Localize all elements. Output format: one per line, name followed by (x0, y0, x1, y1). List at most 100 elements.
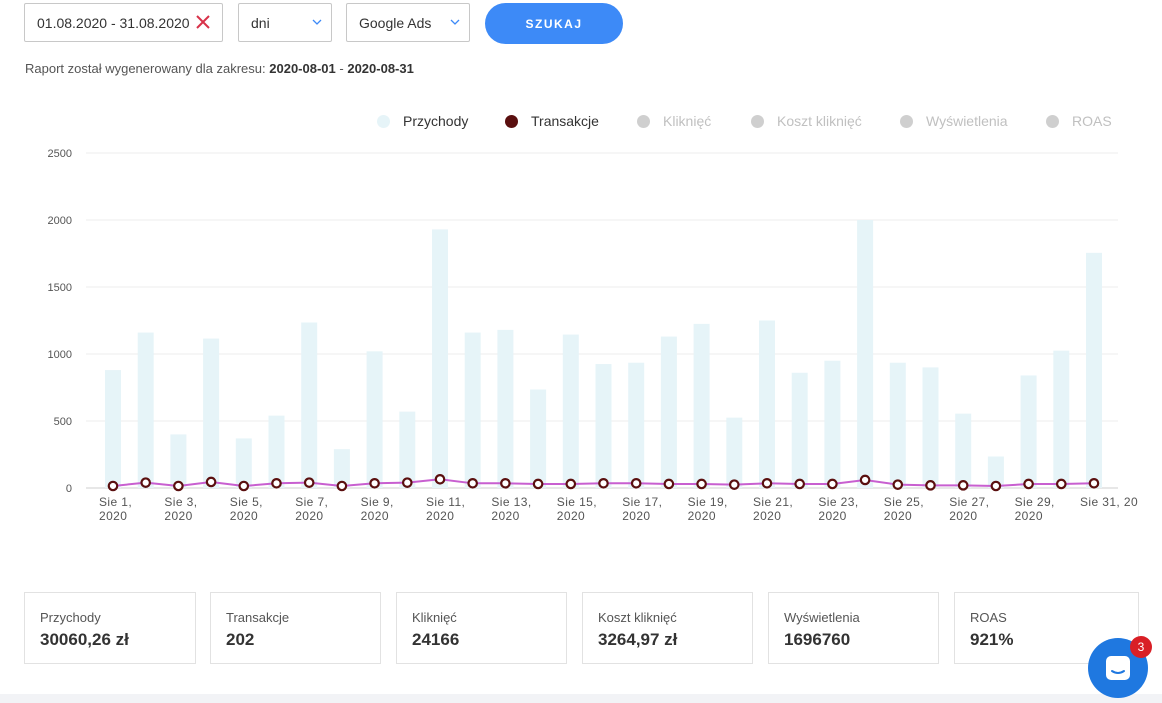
stat-value: 24166 (412, 630, 460, 649)
stat-value: 1696760 (784, 630, 851, 649)
stat-value: 30060,26 zł (40, 630, 129, 649)
stat-card-klikniec: Kliknięć 24166 (396, 592, 567, 664)
clear-icon[interactable] (194, 13, 212, 31)
bar-przychody (366, 351, 383, 488)
x-tick-label: 2020 (164, 509, 192, 523)
bar-przychody (268, 415, 285, 488)
bar-przychody (1053, 350, 1070, 488)
y-tick-label: 2500 (48, 148, 72, 160)
bar-przychody (791, 372, 808, 488)
chevron-down-icon (312, 19, 322, 25)
report-range-prefix: Raport został wygenerowany dla zakresu: (25, 61, 266, 76)
point-transakcje (467, 478, 478, 489)
bar-przychody (726, 417, 743, 488)
point-transakcje (401, 477, 413, 488)
point-transakcje (990, 480, 1002, 492)
x-tick-label: 2020 (753, 509, 781, 523)
x-tick-label: Sie 29, (1015, 495, 1055, 509)
bar-przychody (759, 320, 775, 488)
report-range-from: 2020-08-01 (269, 61, 336, 76)
point-transakcje (238, 480, 250, 492)
x-tick-label: Sie 13, (491, 495, 531, 509)
point-transakcje (794, 478, 805, 490)
point-transakcje (173, 480, 184, 492)
point-transakcje (500, 478, 511, 489)
stat-value: 202 (226, 630, 255, 649)
point-transakcje (140, 477, 151, 488)
source-value: Google Ads (359, 15, 432, 31)
legend-label: Wyświetlenia (926, 113, 1008, 129)
bar-przychody (432, 229, 448, 488)
point-transakcje (271, 478, 282, 489)
y-tick-label: 0 (66, 483, 72, 495)
legend-item-klikniec[interactable]: Kliknięć (637, 113, 711, 129)
point-transakcje (434, 473, 446, 485)
footer-band (0, 694, 1162, 703)
x-tick-label: Sie 25, (884, 495, 924, 509)
legend-dot (505, 114, 518, 128)
x-tick-label: 2020 (622, 509, 650, 523)
bar-przychody (203, 338, 220, 488)
x-tick-label: Sie 9, (361, 495, 394, 509)
bar-przychody (464, 332, 481, 488)
bar-przychody (1086, 252, 1102, 488)
point-transakcje (336, 480, 348, 492)
bar-przychody (889, 362, 906, 488)
point-transakcje (663, 478, 675, 490)
bar-przychody (628, 362, 645, 488)
legend-item-koszt-klikniec[interactable]: Koszt kliknięć (751, 113, 862, 129)
stat-label: ROAS (970, 610, 1007, 625)
bar-przychody (922, 367, 939, 488)
legend-label: ROAS (1072, 113, 1112, 129)
legend-item-roas[interactable]: ROAS (1046, 113, 1112, 129)
stat-card-przychody: Przychody 30060,26 zł (24, 592, 196, 664)
y-tick-label: 1000 (48, 349, 72, 361)
bar-przychody (824, 360, 841, 488)
x-tick-label: 2020 (688, 509, 716, 523)
x-tick-label: Sie 1, (99, 495, 132, 509)
bar-przychody (1020, 375, 1037, 488)
stat-value: 3264,97 zł (598, 630, 678, 649)
point-transakcje (630, 478, 642, 489)
point-transakcje (369, 478, 380, 489)
chat-icon (1106, 656, 1130, 680)
x-tick-label: Sie 7, (295, 495, 328, 509)
point-transakcje (532, 478, 544, 490)
chevron-down-icon (450, 19, 460, 25)
point-transakcje (761, 478, 773, 489)
bar-przychody (333, 449, 350, 488)
x-tick-label: Sie 5, (230, 495, 263, 509)
report-range-text: Raport został wygenerowany dla zakresu: … (25, 61, 414, 76)
bar-przychody (399, 411, 416, 488)
x-tick-label: 2020 (361, 509, 389, 523)
legend-dot (900, 114, 913, 128)
x-tick-label: Sie 17, (622, 495, 662, 509)
legend-item-przychody[interactable]: Przychody (377, 113, 468, 129)
legend-label: Transakcje (531, 113, 599, 129)
point-transakcje (925, 480, 936, 491)
y-tick-label: 500 (54, 416, 72, 428)
point-transakcje (728, 479, 740, 490)
legend-item-transakcje[interactable]: Transakcje (505, 113, 599, 129)
stat-label: Kliknięć (412, 610, 457, 625)
date-range-field[interactable]: 01.08.2020 - 31.08.2020 (24, 3, 223, 42)
source-select[interactable]: Google Ads (346, 3, 470, 42)
point-transakcje (1023, 478, 1034, 490)
stat-label: Transakcje (226, 610, 290, 625)
legend-label: Koszt kliknięć (777, 113, 862, 129)
bar-przychody (301, 322, 318, 488)
x-tick-label: Sie 19, (688, 495, 728, 509)
point-transakcje (696, 478, 707, 490)
x-tick-label: 2020 (426, 509, 454, 523)
point-transakcje (957, 480, 969, 491)
x-tick-label: 2020 (1015, 509, 1043, 523)
search-button[interactable]: SZUKAJ (485, 3, 623, 44)
legend-item-wyswietlenia[interactable]: Wyświetlenia (900, 113, 1008, 129)
point-transakcje (598, 478, 609, 489)
period-select[interactable]: dni (238, 3, 332, 42)
period-value: dni (251, 15, 270, 31)
x-tick-label: Sie 23, (818, 495, 858, 509)
report-range-to: 2020-08-31 (347, 61, 414, 76)
x-tick-label: 2020 (949, 509, 977, 523)
